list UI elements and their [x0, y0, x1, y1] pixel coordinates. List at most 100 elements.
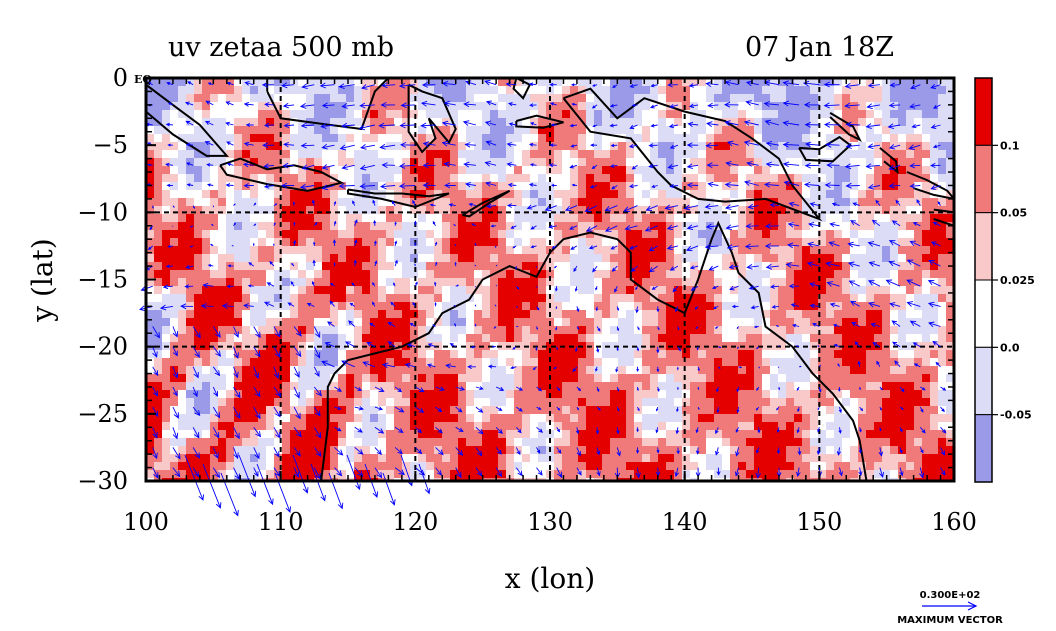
field-cell: [146, 454, 155, 463]
field-cell: [354, 158, 363, 167]
field-cell: [290, 262, 299, 271]
field-cell: [810, 374, 819, 383]
field-cell: [826, 102, 835, 111]
field-cell: [522, 206, 531, 215]
field-cell: [914, 438, 923, 447]
field-cell: [914, 262, 923, 271]
field-cell: [594, 246, 603, 255]
field-cell: [282, 310, 291, 319]
field-cell: [418, 134, 427, 143]
field-cell: [802, 446, 811, 455]
field-cell: [490, 166, 499, 175]
field-cell: [490, 294, 499, 303]
field-cell: [282, 142, 291, 151]
field-cell: [538, 334, 547, 343]
field-cell: [858, 166, 867, 175]
field-cell: [834, 278, 843, 287]
field-cell: [394, 358, 403, 367]
field-cell: [698, 142, 707, 151]
field-cell: [394, 334, 403, 343]
field-cell: [338, 398, 347, 407]
field-cell: [482, 246, 491, 255]
field-cell: [330, 118, 339, 127]
field-cell: [714, 414, 723, 423]
field-cell: [922, 318, 931, 327]
field-cell: [322, 190, 331, 199]
field-cell: [194, 110, 203, 119]
field-cell: [306, 262, 315, 271]
field-cell: [658, 142, 667, 151]
field-cell: [546, 414, 555, 423]
field-cell: [386, 270, 395, 279]
field-cell: [938, 382, 947, 391]
field-cell: [778, 166, 787, 175]
field-cell: [234, 246, 243, 255]
field-cell: [626, 174, 635, 183]
field-cell: [794, 230, 803, 239]
field-cell: [938, 366, 947, 375]
field-cell: [714, 454, 723, 463]
field-cell: [578, 262, 587, 271]
field-cell: [482, 294, 491, 303]
field-cell: [754, 278, 763, 287]
field-cell: [394, 294, 403, 303]
field-cell: [706, 214, 715, 223]
field-cell: [482, 374, 491, 383]
field-cell: [386, 78, 395, 87]
field-cell: [402, 462, 411, 471]
field-cell: [162, 182, 171, 191]
field-cell: [258, 294, 267, 303]
field-cell: [154, 166, 163, 175]
field-cell: [794, 294, 803, 303]
field-cell: [682, 174, 691, 183]
field-cell: [922, 302, 931, 311]
field-cell: [362, 166, 371, 175]
field-cell: [682, 430, 691, 439]
field-cell: [738, 270, 747, 279]
field-cell: [322, 406, 331, 415]
field-cell: [674, 246, 683, 255]
field-cell: [402, 214, 411, 223]
field-cell: [562, 342, 571, 351]
field-cell: [434, 318, 443, 327]
field-cell: [226, 366, 235, 375]
field-cell: [738, 350, 747, 359]
field-cell: [498, 302, 507, 311]
field-cell: [882, 326, 891, 335]
field-cell: [562, 150, 571, 159]
field-cell: [642, 294, 651, 303]
field-cell: [282, 238, 291, 247]
field-cell: [386, 446, 395, 455]
field-cell: [530, 278, 539, 287]
field-cell: [354, 110, 363, 119]
field-cell: [346, 222, 355, 231]
field-cell: [218, 198, 227, 207]
field-cell: [378, 414, 387, 423]
field-cell: [314, 86, 323, 95]
field-cell: [218, 294, 227, 303]
field-cell: [218, 430, 227, 439]
field-cell: [738, 406, 747, 415]
field-cell: [586, 150, 595, 159]
field-cell: [658, 430, 667, 439]
field-cell: [282, 382, 291, 391]
field-cell: [538, 286, 547, 295]
field-cell: [698, 310, 707, 319]
field-cell: [514, 294, 523, 303]
field-cell: [682, 454, 691, 463]
field-cell: [778, 126, 787, 135]
field-cell: [314, 310, 323, 319]
field-cell: [282, 222, 291, 231]
field-cell: [842, 230, 851, 239]
field-cell: [258, 334, 267, 343]
field-cell: [378, 390, 387, 399]
field-cell: [506, 406, 515, 415]
field-cell: [906, 462, 915, 471]
field-cell: [538, 430, 547, 439]
field-cell: [738, 118, 747, 127]
field-cell: [482, 438, 491, 447]
field-cell: [938, 294, 947, 303]
field-cell: [370, 150, 379, 159]
field-cell: [610, 446, 619, 455]
field-cell: [282, 326, 291, 335]
